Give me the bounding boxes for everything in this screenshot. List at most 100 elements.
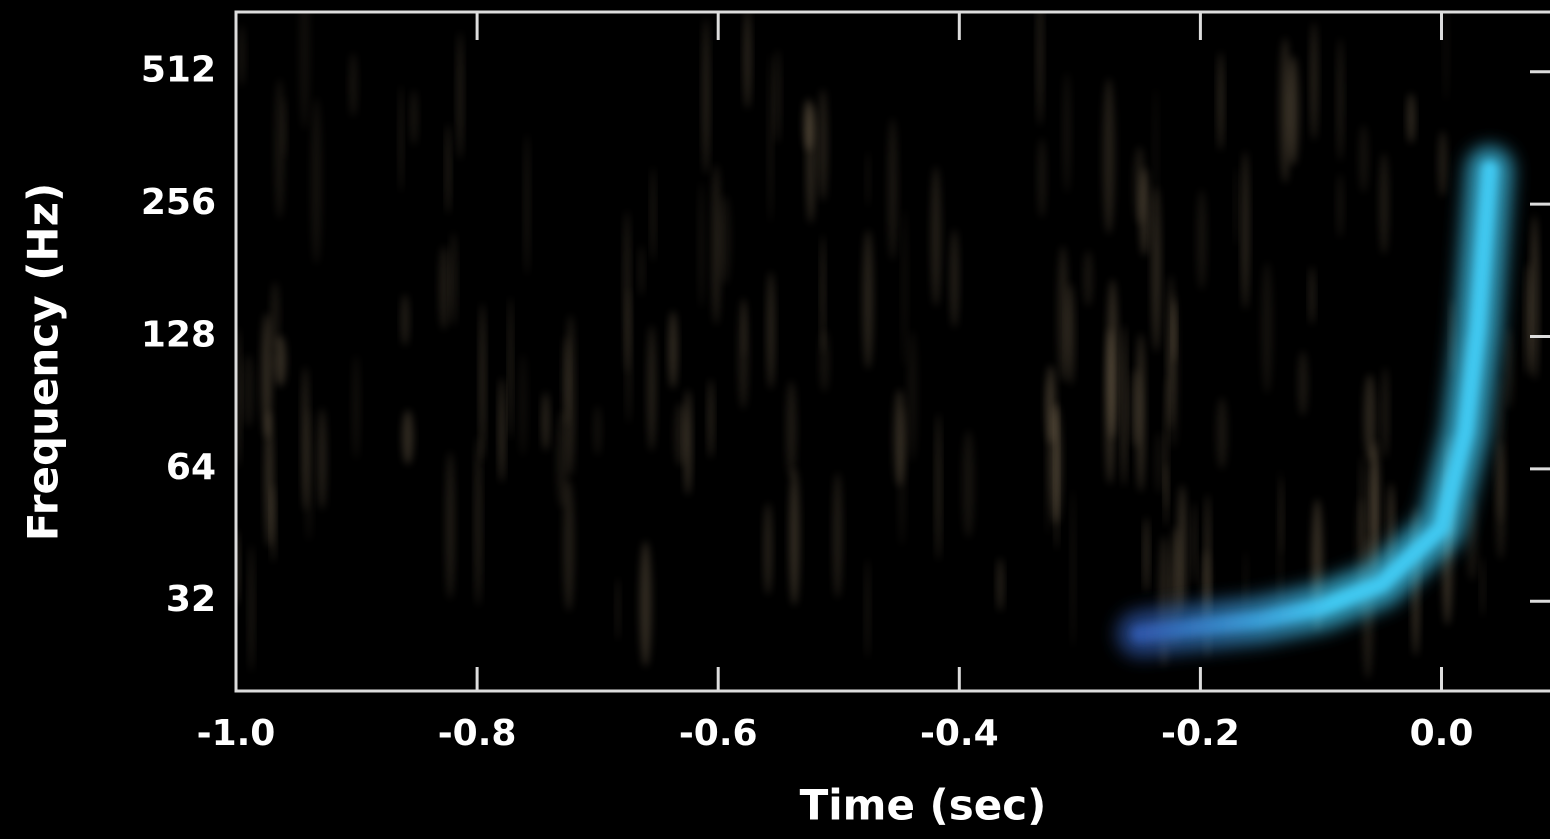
- noise-wisp: [479, 302, 486, 461]
- noise-wisp: [1151, 186, 1161, 353]
- noise-wisp: [674, 402, 686, 467]
- noise-wisp: [1466, 497, 1478, 581]
- noise-wisp: [1070, 489, 1076, 648]
- noise-wisp: [274, 335, 287, 387]
- noise-wisp: [1102, 77, 1115, 235]
- noise-wisp: [248, 544, 255, 672]
- noise-wisp: [625, 286, 632, 424]
- noise-wisp: [1495, 377, 1505, 524]
- noise-wisp: [542, 391, 550, 451]
- noise-wisp: [1063, 72, 1071, 194]
- noise-wisp: [930, 166, 941, 307]
- signal-layer: [1117, 146, 1513, 657]
- noise-wisp: [1168, 291, 1179, 449]
- noise-wisp: [907, 330, 918, 462]
- noise-wisp: [1530, 214, 1539, 380]
- noise-wisp: [445, 451, 455, 600]
- noise-wisp: [901, 208, 908, 368]
- chirp-track: [1132, 161, 1498, 642]
- noise-wisp: [1216, 397, 1228, 470]
- noise-wisp: [593, 405, 602, 456]
- noise-wisp: [401, 294, 410, 346]
- x-tick-label: -0.2: [1161, 713, 1240, 754]
- noise-wisp: [898, 405, 906, 547]
- noise-wisp: [1037, 137, 1047, 218]
- noise-wisp: [1241, 150, 1249, 310]
- noise-wisp: [638, 245, 645, 297]
- noise-wisp: [524, 133, 530, 276]
- noise-wisp: [1261, 261, 1273, 394]
- noise-wisp: [1139, 167, 1150, 257]
- noise-wisp: [1379, 152, 1389, 255]
- noise-wisp: [1143, 517, 1150, 593]
- noise-wisp: [1287, 55, 1300, 166]
- noise-wisp: [1279, 477, 1284, 556]
- noise-wisp: [763, 502, 773, 595]
- noise-wisp: [743, 12, 752, 109]
- y-tick-label: 32: [166, 579, 216, 620]
- noise-wisp: [1136, 332, 1146, 493]
- y-tick-label: 256: [141, 182, 216, 223]
- noise-wisp: [508, 296, 513, 440]
- noise-wisp: [1310, 21, 1318, 141]
- x-axis-label: Time (sec): [800, 781, 1047, 830]
- noise-wisp: [1407, 93, 1416, 144]
- y-tick-label: 64: [166, 447, 216, 488]
- noise-wisp: [774, 49, 781, 144]
- noise-wisp: [707, 378, 714, 459]
- noise-wisp: [305, 407, 313, 542]
- noise-wisp: [996, 557, 1004, 612]
- noise-wisp: [650, 167, 656, 262]
- noise-wisp: [498, 377, 505, 483]
- noise-wisp: [311, 97, 322, 265]
- x-tick-label: -1.0: [197, 713, 276, 754]
- noise-wisp: [274, 78, 285, 219]
- noise-layer: [236, 12, 1539, 679]
- noise-wisp: [1121, 324, 1127, 487]
- noise-wisp: [1192, 502, 1197, 586]
- noise-wisp: [719, 194, 731, 285]
- noise-wisp: [1234, 166, 1239, 247]
- noise-wisp: [1045, 377, 1052, 535]
- noise-wisp: [833, 472, 843, 599]
- noise-wisp: [766, 271, 775, 390]
- noise-wisp: [818, 88, 828, 202]
- noise-wisp: [1358, 124, 1369, 193]
- noise-wisp: [1336, 173, 1344, 238]
- noise-wisp: [935, 413, 942, 561]
- noise-wisp: [410, 89, 418, 146]
- noise-wisp: [786, 380, 797, 479]
- noise-wisp: [702, 18, 710, 175]
- noise-wisp: [1154, 431, 1164, 494]
- noise-wisp: [1057, 245, 1069, 383]
- noise-wisp: [556, 410, 568, 509]
- noise-wisp: [768, 53, 773, 223]
- noise-wisp: [242, 354, 255, 428]
- noise-wisp: [450, 232, 457, 327]
- x-tick-label: -0.4: [920, 713, 999, 754]
- noise-wisp: [261, 312, 272, 439]
- noise-wisp: [1164, 462, 1169, 527]
- noise-wisp: [1337, 37, 1344, 162]
- noise-wisp: [398, 85, 404, 193]
- noise-wisp: [1363, 374, 1376, 462]
- noise-wisp: [349, 52, 358, 117]
- noise-wisp: [639, 540, 652, 667]
- noise-wisp: [1054, 400, 1059, 550]
- noise-wisp: [1083, 250, 1093, 307]
- noise-wisp: [887, 117, 898, 261]
- noise-wisp: [299, 12, 310, 131]
- noise-wisp: [684, 389, 692, 496]
- noise-wisp: [668, 310, 678, 389]
- noise-wisp: [270, 483, 276, 563]
- noise-wisp: [803, 98, 814, 151]
- noise-wisp: [711, 164, 721, 326]
- noise-wisp: [819, 329, 830, 393]
- noise-wisp: [518, 353, 528, 457]
- noise-wisp: [1504, 327, 1514, 410]
- y-tick-label: 128: [141, 314, 216, 355]
- x-tick-label: -0.6: [679, 713, 758, 754]
- noise-wisp: [1153, 87, 1159, 213]
- noise-wisp: [1309, 266, 1315, 325]
